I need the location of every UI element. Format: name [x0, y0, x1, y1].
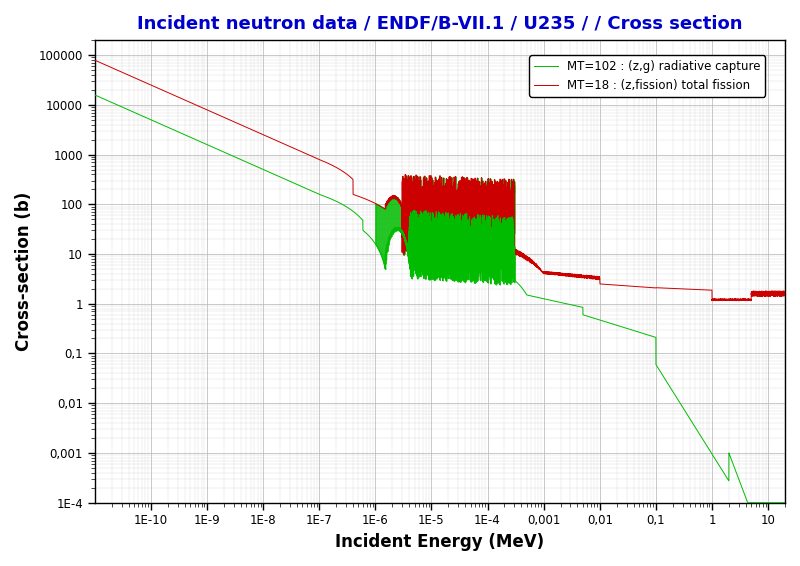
MT=18 : (z,fission) total fission: (2.97e-05, 22.4): (z,fission) total fission: (2.97e-05, 22… — [453, 233, 462, 240]
Y-axis label: Cross-section (b): Cross-section (b) — [15, 192, 33, 351]
MT=102 : (z,g) radiative capture: (1.52e-08, 405): (z,g) radiative capture: (1.52e-08, 405) — [269, 170, 278, 177]
Line: MT=18 : (z,fission) total fission: MT=18 : (z,fission) total fission — [94, 60, 785, 301]
MT=102 : (z,g) radiative capture: (0.000302, 2.98): (z,g) radiative capture: (0.000302, 2.98… — [510, 277, 519, 284]
MT=18 : (z,fission) total fission: (6.68e-10, 9.67e+03): (z,fission) total fission: (6.68e-10, 9.… — [192, 102, 202, 109]
MT=102 : (z,g) radiative capture: (4.43e-11, 7.51e+03): (z,g) radiative capture: (4.43e-11, 7.51… — [126, 108, 136, 114]
MT=102 : (z,g) radiative capture: (1e-11, 1.58e+04): (z,g) radiative capture: (1e-11, 1.58e+0… — [90, 92, 99, 98]
MT=18 : (z,fission) total fission: (0.000302, 10.6): (z,fission) total fission: (0.000302, 10… — [510, 250, 519, 256]
MT=102 : (z,g) radiative capture: (2.97e-05, 63): (z,g) radiative capture: (2.97e-05, 63) — [453, 211, 462, 218]
MT=18 : (z,fission) total fission: (1.98e-05, 80.6): (z,fission) total fission: (1.98e-05, 80… — [443, 205, 453, 212]
MT=102 : (z,g) radiative capture: (6.68e-10, 1.93e+03): (z,g) radiative capture: (6.68e-10, 1.93… — [192, 137, 202, 144]
MT=18 : (z,fission) total fission: (1.52e-08, 2.03e+03): (z,fission) total fission: (1.52e-08, 2.… — [269, 136, 278, 143]
X-axis label: Incident Energy (MeV): Incident Energy (MeV) — [335, 533, 545, 551]
MT=102 : (z,g) radiative capture: (4.31, 0.0001): (z,g) radiative capture: (4.31, 0.0001) — [743, 499, 753, 506]
MT=18 : (z,fission) total fission: (1e-11, 7.91e+04): (z,fission) total fission: (1e-11, 7.91e… — [90, 57, 99, 63]
Title: Incident neutron data / ENDF/B-VII.1 / U235 / / Cross section: Incident neutron data / ENDF/B-VII.1 / U… — [137, 15, 742, 33]
MT=102 : (z,g) radiative capture: (1.98e-05, 67.3): (z,g) radiative capture: (1.98e-05, 67.3… — [443, 209, 453, 216]
MT=102 : (z,g) radiative capture: (20, 0.0001): (z,g) radiative capture: (20, 0.0001) — [780, 499, 790, 506]
Legend: MT=102 : (z,g) radiative capture, MT=18 : (z,fission) total fission: MT=102 : (z,g) radiative capture, MT=18 … — [530, 55, 766, 97]
MT=18 : (z,fission) total fission: (20, 1.58): (z,fission) total fission: (20, 1.58) — [780, 290, 790, 297]
MT=18 : (z,fission) total fission: (4.43e-11, 3.75e+04): (z,fission) total fission: (4.43e-11, 3.… — [126, 73, 136, 80]
Line: MT=102 : (z,g) radiative capture: MT=102 : (z,g) radiative capture — [94, 95, 785, 503]
MT=18 : (z,fission) total fission: (4.94, 1.15): (z,fission) total fission: (4.94, 1.15) — [746, 297, 756, 304]
